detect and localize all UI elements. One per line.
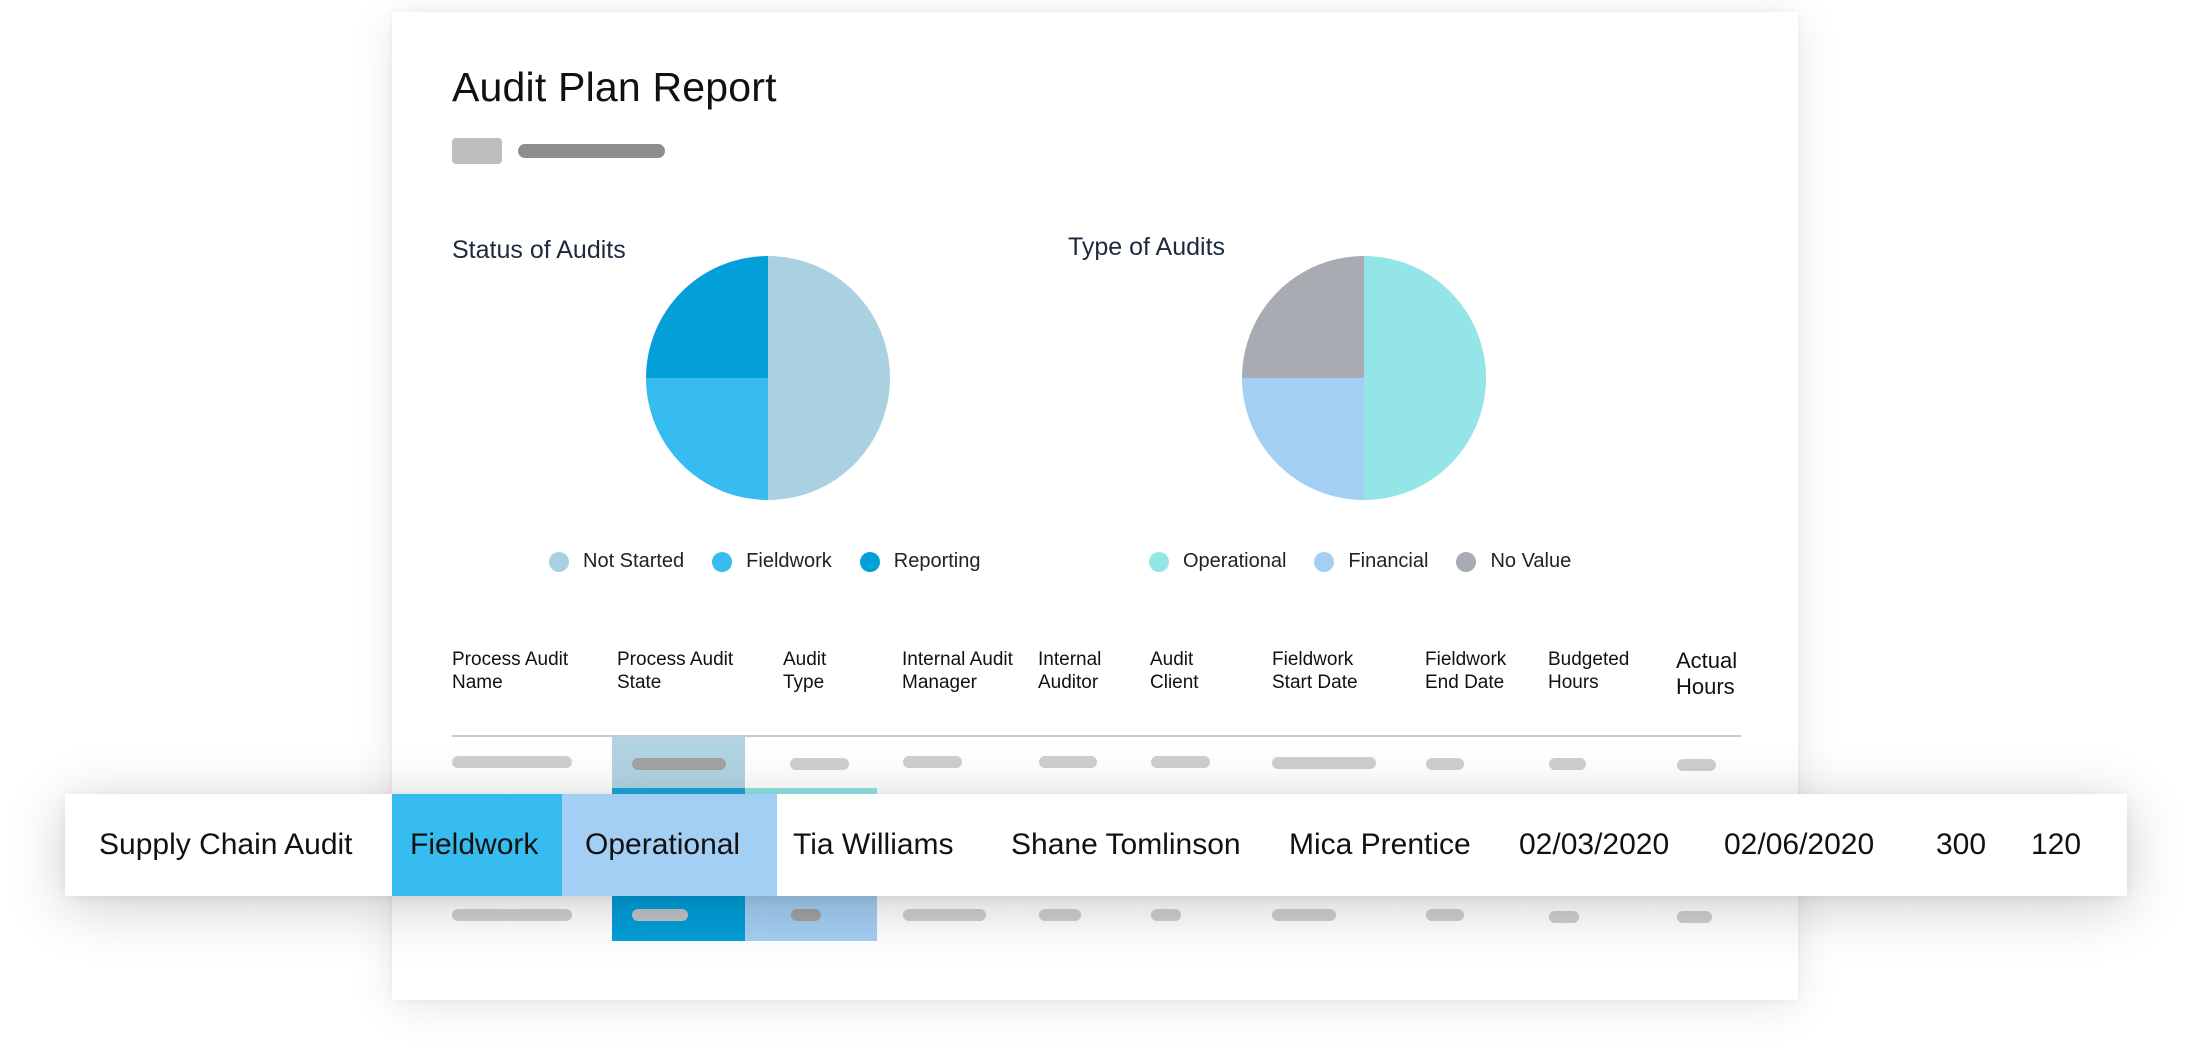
pie-chart-type: [1242, 256, 1486, 500]
placeholder-bar: [452, 756, 572, 768]
legend-item-financial: Financial: [1314, 550, 1428, 573]
header-fieldwork-end-date: Fieldwork End Date: [1425, 649, 1507, 693]
placeholder-bar: [903, 756, 962, 768]
placeholder-bar: [1039, 909, 1081, 921]
header-actual-hours: Actual Hours: [1676, 648, 1738, 699]
legend-swatch: [712, 551, 733, 572]
placeholder-bar: [1426, 909, 1464, 921]
header-internal-audit-manager: Internal Audit Manager: [902, 649, 1013, 693]
legend-item-reporting: Reporting: [859, 550, 981, 573]
cell-audit-client: Mica Prentice: [1289, 828, 1471, 861]
placeholder-bar: [1151, 909, 1181, 921]
placeholder-bar: [791, 909, 821, 921]
chart-title-status: Status of Audits: [452, 236, 626, 264]
state-cell-bg: [392, 794, 562, 896]
header-audit-type: Audit Type: [783, 649, 827, 693]
header-fieldwork-start-date: Fieldwork Start Date: [1272, 649, 1358, 693]
legend-label: No Value: [1490, 550, 1572, 572]
state-column-bg-top-accent: [612, 788, 745, 796]
header-internal-auditor: Internal Auditor: [1038, 649, 1102, 693]
cell-audit-type: Operational: [585, 828, 741, 861]
legend-label: Not Started: [583, 550, 685, 572]
placeholder-bar: [1272, 757, 1376, 769]
header-audit-client: Audit Client: [1150, 649, 1199, 693]
placeholder-bar: [1272, 909, 1336, 921]
pie-slice-reporting: [646, 256, 768, 378]
cell-actual-hours: 120: [2031, 828, 2082, 861]
placeholder-bar: [1039, 756, 1097, 768]
legend-swatch: [1314, 551, 1335, 572]
legend-type: Operational Financial No Value: [1149, 550, 1599, 573]
type-column-bg-top-accent: [745, 788, 877, 796]
legend-label: Financial: [1348, 550, 1429, 572]
header-process-audit-name: Process Audit Name: [452, 649, 569, 693]
cell-internal-auditor: Shane Tomlinson: [1011, 828, 1241, 861]
placeholder-bar: [1151, 756, 1210, 768]
chart-title-type: Type of Audits: [1068, 233, 1226, 261]
placeholder-bar: [1426, 758, 1464, 770]
pie-slice-financial: [1242, 378, 1364, 500]
placeholder-bar: [452, 909, 572, 921]
placeholder-bar: [632, 758, 726, 770]
placeholder-bar: [1677, 911, 1712, 923]
cell-fieldwork-start-date: 02/03/2020: [1519, 828, 1670, 861]
placeholder-bar: [1549, 758, 1586, 770]
pie-slice-fieldwork: [646, 378, 768, 500]
legend-swatch: [859, 551, 880, 572]
report-title: Audit Plan Report: [452, 64, 777, 110]
legend-item-fieldwork: Fieldwork: [712, 550, 832, 573]
legend-status: Not Started Fieldwork Reporting: [549, 550, 1008, 573]
legend-label: Fieldwork: [746, 550, 832, 572]
legend-item-not-started: Not Started: [549, 550, 684, 573]
placeholder-bar: [1549, 911, 1579, 923]
legend-item-no-value: No Value: [1456, 550, 1571, 573]
legend-swatch: [549, 551, 569, 572]
header-budgeted-hours: Budgeted Hours: [1548, 649, 1630, 693]
legend-item-operational: Operational: [1149, 550, 1286, 573]
legend-label: Reporting: [893, 550, 981, 572]
pie-slice-operational: [1364, 256, 1486, 500]
legend-swatch: [1456, 551, 1477, 572]
cell-fieldwork-end-date: 02/06/2020: [1724, 828, 1875, 861]
legend-label: Operational: [1183, 550, 1287, 572]
legend-swatch: [1149, 551, 1169, 572]
placeholder-bar: [632, 909, 688, 921]
cell-process-audit-name: Supply Chain Audit: [99, 828, 353, 861]
placeholder-bar: [1677, 759, 1716, 771]
placeholder-chip: [452, 138, 502, 164]
cell-internal-audit-manager: Tia Williams: [793, 828, 954, 861]
pie-slice-no-value: [1242, 256, 1364, 378]
pie-slice-not-started: [768, 256, 890, 500]
placeholder-line: [518, 144, 665, 158]
type-cell-bg: [562, 794, 777, 896]
placeholder-bar: [790, 758, 849, 770]
cell-budgeted-hours: 300: [1936, 828, 1987, 861]
header-divider: [452, 735, 1741, 737]
placeholder-bar: [903, 909, 986, 921]
header-process-audit-state: Process Audit State: [617, 649, 734, 693]
cell-process-audit-state: Fieldwork: [410, 828, 539, 861]
pie-chart-status: [646, 256, 890, 500]
